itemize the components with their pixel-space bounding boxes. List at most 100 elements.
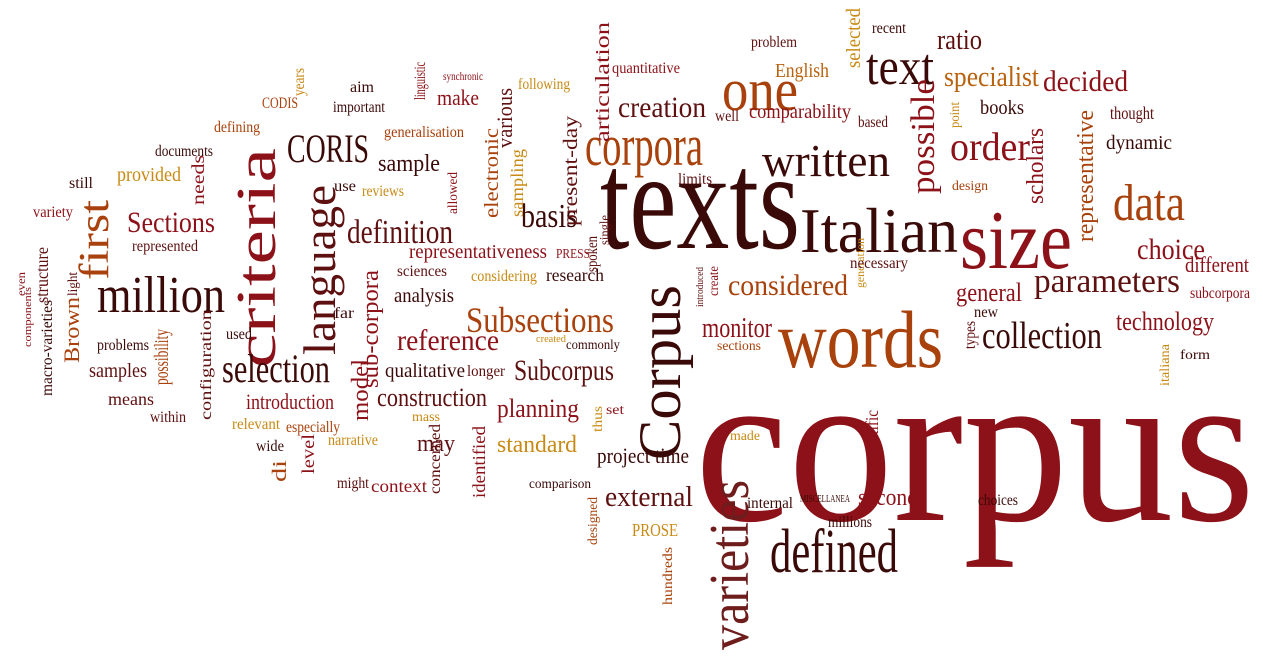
word-analysis: analysis — [394, 285, 454, 307]
word-narrative: narrative — [328, 432, 378, 449]
word-standard: standard — [497, 432, 577, 458]
word-create: create — [707, 266, 722, 296]
word-reference: reference — [397, 324, 499, 357]
word-subcorpora: subcorpora — [1190, 285, 1250, 302]
word-books: books — [980, 97, 1024, 119]
word-macro-varieties: macro-varieties — [39, 300, 56, 396]
word-electronic: electronic — [481, 128, 503, 218]
word-present-day: present-day — [560, 116, 582, 226]
word-used: used — [226, 326, 252, 343]
word-creation: creation — [618, 91, 706, 124]
word-subcorpus: Subcorpus — [514, 354, 614, 387]
word-various: various — [492, 88, 517, 148]
word-thought: thought — [1110, 103, 1154, 123]
word-parameters: parameters — [1034, 263, 1180, 300]
word-generation: generation — [853, 238, 867, 288]
word-collection: collection — [982, 315, 1102, 357]
word-quantitative: quantitative — [612, 60, 680, 77]
word-brown: Brown — [59, 297, 84, 363]
word-documents: documents — [155, 143, 213, 160]
word-samples: samples — [89, 360, 147, 382]
word-design: design — [952, 179, 988, 194]
word-comparability: comparability — [749, 101, 851, 123]
word-sub-corpora: sub-corpora — [358, 270, 384, 388]
word-articulation: articulation — [592, 22, 614, 142]
word-problem: problem — [751, 34, 797, 51]
word-dynamic: dynamic — [1106, 132, 1172, 154]
word-may: may — [417, 431, 455, 457]
word-created: created — [536, 334, 566, 345]
word-sample: sample — [378, 151, 440, 177]
word-concerned: concerned — [427, 424, 444, 494]
word-coris: CORIS — [287, 126, 369, 171]
word-structure: structure — [32, 247, 52, 303]
word-allowed: allowed — [446, 172, 461, 214]
word-types: types — [962, 321, 979, 349]
word-new: new — [974, 304, 998, 321]
word-far: far — [334, 305, 355, 322]
word-possible: possible — [905, 79, 942, 194]
word-different: different — [1185, 252, 1249, 277]
word-first: first — [72, 200, 118, 280]
word-limits: limits — [678, 171, 712, 188]
word-light: light — [66, 272, 81, 296]
word-technology: technology — [1116, 307, 1214, 336]
word-commonly: commonly — [566, 338, 620, 353]
word-make: make — [437, 85, 479, 110]
word-comparison: comparison — [529, 477, 591, 492]
word-codis: CODIS — [262, 95, 298, 112]
word-following: following — [518, 76, 570, 93]
word-necessary: necessary — [850, 255, 908, 272]
word-millions: millions — [828, 514, 872, 531]
word-sciences: sciences — [397, 263, 447, 280]
word-within: within — [150, 409, 186, 426]
word-designed: designed — [586, 497, 601, 545]
word-scientific: scientific — [862, 410, 882, 466]
word-corpus: corpus — [695, 324, 1255, 568]
word-hundreds: hundreds — [661, 547, 676, 605]
word-introduced: introduced — [695, 267, 706, 307]
word-italian: Italian — [800, 195, 958, 266]
word-choice: choice — [1137, 233, 1205, 266]
word-use: use — [334, 178, 356, 195]
word-recent: recent — [872, 20, 906, 37]
word-mass: mass — [412, 410, 440, 425]
word-context: context — [371, 476, 427, 496]
word-words: words — [778, 294, 943, 385]
word-subsections: Subsections — [466, 300, 614, 340]
word-scholars: scholars — [1023, 128, 1049, 204]
word-well: well — [715, 108, 739, 125]
word-thus: thus — [591, 406, 606, 432]
word-general: general — [956, 278, 1022, 307]
word-provided: provided — [117, 164, 181, 186]
word-prose: PROSE — [632, 520, 678, 540]
word-specialist: specialist — [944, 62, 1039, 93]
word-based: based — [858, 114, 888, 131]
word-variety: variety — [33, 204, 73, 221]
word-second: second — [858, 485, 918, 511]
word-planning: planning — [497, 394, 579, 423]
word-research: research — [546, 265, 604, 285]
word-million: million — [97, 267, 225, 324]
word-texts: texts — [600, 124, 800, 279]
word-might: might — [337, 475, 369, 492]
word-text: text — [866, 39, 934, 96]
word-synchronic: synchronic — [443, 69, 483, 83]
word-level: level — [298, 434, 318, 474]
word-made: made — [730, 429, 760, 444]
word-english: English — [775, 60, 829, 82]
word-one: one — [722, 57, 798, 123]
word-wide: wide — [256, 438, 284, 455]
word-important: important — [333, 99, 385, 116]
word-corpora: corpora — [585, 113, 703, 178]
word-external: external — [605, 482, 693, 513]
word-choices: choices — [978, 492, 1018, 509]
word-introduction: introduction — [246, 389, 334, 414]
word-means: means — [108, 389, 154, 409]
word-defined: defined — [770, 518, 898, 586]
word-problems: problems — [97, 337, 149, 354]
word-representative: representative — [1073, 110, 1099, 242]
word-model: model — [348, 359, 374, 421]
word-italiana: italiana — [1158, 343, 1173, 386]
